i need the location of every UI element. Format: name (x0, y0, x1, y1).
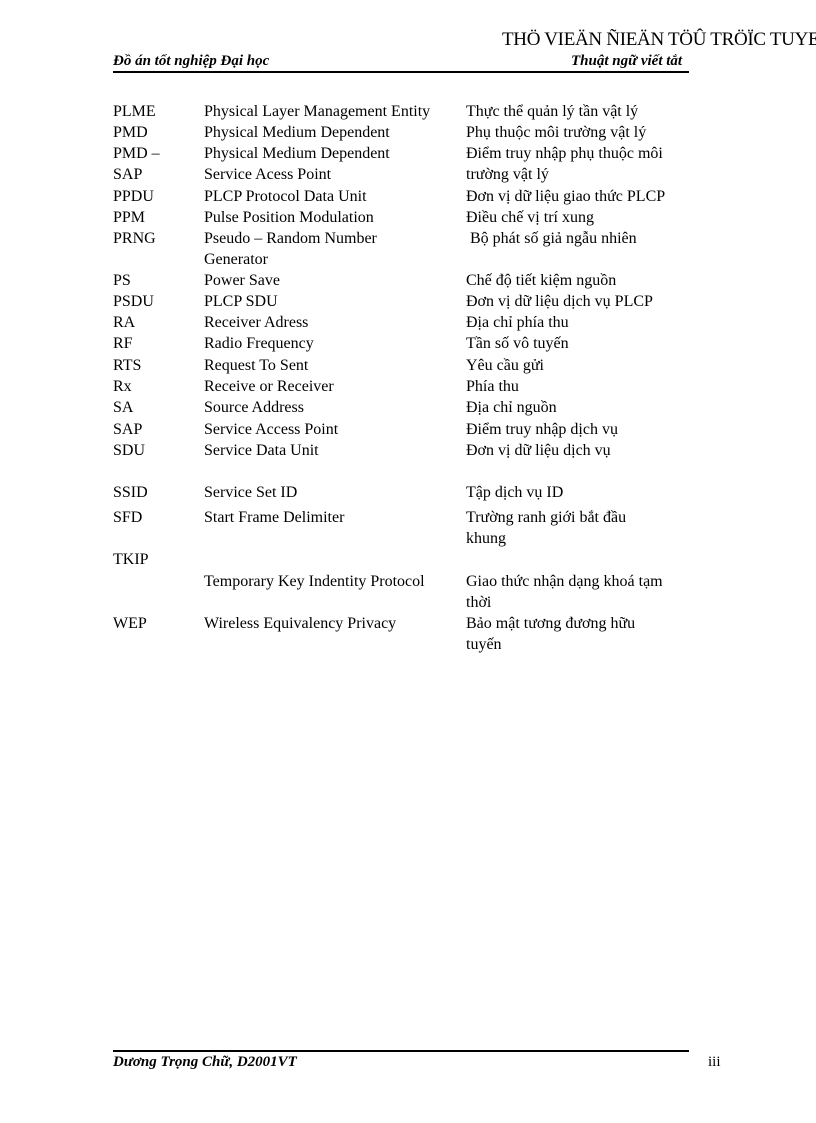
term: Wireless Equivalency Privacy (204, 615, 397, 632)
term: Physical Layer Management Entity (204, 103, 431, 120)
term: Start Frame Delimiter (204, 509, 345, 526)
meaning: Thực thể quản lý tần vật lý (466, 103, 639, 120)
footer-author: Dương Trọng Chữ, D2001VT (113, 1054, 297, 1070)
meaning: Chế độ tiết kiệm nguồn (466, 272, 617, 289)
meaning: Điều chế vị trí xung (466, 209, 594, 226)
meaning: Trường ranh giới bắt đầu khung (466, 509, 627, 547)
abbreviation: Rx (113, 378, 132, 395)
abbreviation: PMD (113, 124, 148, 141)
meaning: Yêu cầu gửi (466, 357, 544, 374)
abbreviation: WEP (113, 615, 147, 632)
meaning: Đơn vị dữ liệu dịch vụ PLCP (466, 293, 653, 310)
abbreviation: RA (113, 314, 136, 331)
meaning: Tần số vô tuyến (466, 335, 569, 352)
abbreviation: PMD – SAP (113, 145, 160, 183)
term: Radio Frequency (204, 335, 314, 352)
abbreviation: SFD (113, 509, 143, 526)
header-rule (113, 71, 689, 73)
meaning: Điểm truy nhập dịch vụ (466, 421, 618, 438)
meaning: Giao thức nhận dạng khoá tạm thời (466, 573, 663, 611)
footer-rule (113, 1050, 689, 1052)
abbreviation: SA (113, 399, 134, 416)
term: Pseudo – Random Number Generator (204, 230, 377, 268)
header-right: Thuật ngữ viết tắt (571, 53, 683, 69)
term: Service Set ID (204, 484, 298, 501)
abbreviation: SAP (113, 421, 143, 438)
term: Receiver Adress (204, 314, 309, 331)
term: Receive or Receiver (204, 378, 334, 395)
meaning: Địa chỉ phía thu (466, 314, 569, 331)
term: Physical Medium Dependent (204, 124, 390, 141)
abbreviation: TKIP (113, 551, 149, 568)
term: Service Access Point (204, 421, 339, 438)
term: Pulse Position Modulation (204, 209, 374, 226)
meaning: Bộ phát số giả ngẫu nhiên (466, 230, 637, 247)
meaning: Địa chỉ nguồn (466, 399, 557, 416)
abbreviation: PPM (113, 209, 146, 226)
term: Source Address (204, 399, 304, 416)
meaning: Bảo mật tương đương hữu tuyến (466, 615, 636, 653)
abbreviation: RF (113, 335, 133, 352)
abbreviation: PPDU (113, 188, 154, 205)
meaning: Điểm truy nhập phụ thuộc môi trường vật … (466, 145, 663, 183)
abbreviation: PRNG (113, 230, 156, 247)
meaning: Phụ thuộc môi trường vật lý (466, 124, 647, 141)
watermark: THÖ VIEÄN ÑIEÄN TÖÛ TRÖÏC TUYEÁN (502, 29, 816, 50)
abbreviation: PLME (113, 103, 156, 120)
term: PLCP Protocol Data Unit (204, 188, 367, 205)
meaning: Tập dịch vụ ID (466, 484, 564, 501)
term: Service Data Unit (204, 442, 319, 459)
term: Power Save (204, 272, 280, 289)
meaning: Đơn vị dữ liệu giao thức PLCP (466, 188, 666, 205)
abbreviation: PSDU (113, 293, 154, 310)
term: PLCP SDU (204, 293, 278, 310)
page-number: iii (708, 1054, 721, 1070)
abbreviation: SDU (113, 442, 146, 459)
meaning: Đơn vị dữ liệu dịch vụ (466, 442, 611, 459)
term: Temporary Key Indentity Protocol (204, 573, 425, 590)
term: Physical Medium Dependent Service Acess … (204, 145, 390, 183)
abbreviation: RTS (113, 357, 142, 374)
abbreviation: SSID (113, 484, 148, 501)
abbreviation: PS (113, 272, 131, 289)
meaning: Phía thu (466, 378, 519, 395)
term: Request To Sent (204, 357, 309, 374)
header-left: Đồ án tốt nghiệp Đại học (113, 53, 270, 69)
